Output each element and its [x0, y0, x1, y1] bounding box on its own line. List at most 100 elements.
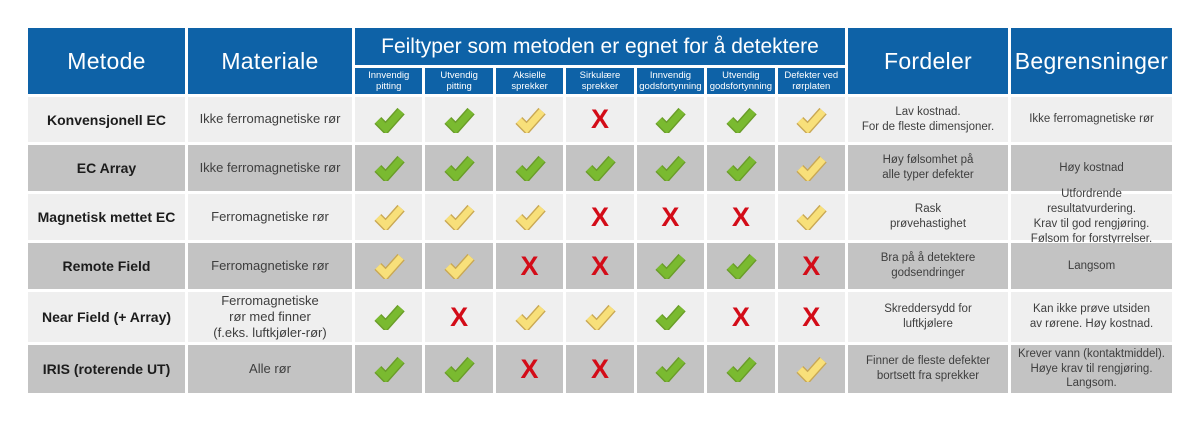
limitations-cell: Kan ikke prøve utsiden av rørene. Høy ko…	[1011, 292, 1172, 342]
yellow-check-icon	[514, 107, 546, 133]
subheader-utvendig-pitting: Utvendig pitting	[425, 68, 493, 94]
mark-cell-green-check	[707, 243, 775, 289]
green-check-icon	[444, 356, 475, 382]
mark-cell-green-check	[425, 97, 493, 142]
material-cell: Ikke ferromagnetiske rør	[188, 97, 352, 142]
mark-cell-yellow-check	[425, 194, 493, 240]
mark-cell-yellow-check	[777, 145, 845, 191]
mark-cell-red-cross: X	[566, 194, 634, 240]
material-cell: Ferromagnetiske rør	[188, 243, 352, 289]
advantages-cell: Skreddersydd for luftkjølere	[848, 292, 1008, 342]
mark-cell-yellow-check	[355, 243, 423, 289]
method-cell: EC Array	[28, 145, 185, 191]
mark-cell-red-cross: X	[566, 243, 634, 289]
yellow-check-icon	[796, 356, 827, 382]
green-check-icon	[655, 253, 687, 279]
mark-cell-yellow-check	[566, 292, 634, 342]
red-cross-icon: X	[590, 104, 609, 134]
green-check-icon	[444, 107, 475, 133]
red-cross-icon: X	[590, 250, 609, 281]
green-check-icon	[374, 107, 405, 133]
yellow-check-icon	[514, 304, 546, 330]
subheader-innvendig-godsfortynning: Innvendig godsfortynning	[636, 68, 705, 94]
red-cross-icon: X	[661, 201, 680, 232]
subheader-utvendig-godsfortynning: Utvendig godsfortynning	[707, 68, 775, 94]
mark-cell-red-cross: X	[566, 345, 634, 393]
mark-cell-green-check	[636, 97, 705, 142]
mark-cell-green-check	[355, 345, 423, 393]
limitations-cell: Krever vann (kontaktmiddel). Høye krav t…	[1011, 345, 1172, 393]
mark-cell-yellow-check	[495, 194, 564, 240]
yellow-check-icon	[444, 253, 475, 279]
green-check-icon	[374, 356, 405, 382]
method-cell: Near Field (+ Array)	[28, 292, 185, 342]
subheader-innvendig-pitting: Innvendig pitting	[355, 68, 423, 94]
advantages-cell: Bra på å detektere godsendringer	[848, 243, 1008, 289]
mark-cell-green-check	[707, 97, 775, 142]
method-cell: IRIS (roterende UT)	[28, 345, 185, 393]
yellow-check-icon	[796, 107, 827, 133]
mark-cell-red-cross: X	[707, 292, 775, 342]
red-cross-icon: X	[802, 250, 821, 281]
material-cell: Ikke ferromagnetiske rør	[188, 145, 352, 191]
subheader-aksielle-sprekker: Aksielle sprekker	[495, 68, 564, 94]
red-cross-icon: X	[731, 201, 750, 232]
green-check-icon	[655, 356, 687, 382]
mark-cell-red-cross: X	[566, 97, 634, 142]
limitations-cell: Ikke ferromagnetiske rør	[1011, 97, 1172, 142]
yellow-check-icon	[444, 204, 475, 230]
advantages-cell: Høy følsomhet på alle typer defekter	[848, 145, 1008, 191]
mark-cell-green-check	[355, 292, 423, 342]
green-check-icon	[374, 155, 405, 181]
limitations-cell: Langsom	[1011, 243, 1172, 289]
mark-cell-green-check	[707, 345, 775, 393]
mark-cell-red-cross: X	[425, 292, 493, 342]
red-cross-icon: X	[520, 353, 539, 384]
mark-cell-yellow-check	[777, 345, 845, 393]
yellow-check-icon	[796, 155, 827, 181]
green-check-icon	[585, 155, 616, 181]
material-cell: Ferromagnetiske rør med finner (f.eks. l…	[188, 292, 352, 342]
mark-cell-green-check	[636, 145, 705, 191]
mark-cell-red-cross: X	[495, 345, 564, 393]
green-check-icon	[726, 155, 757, 181]
mark-cell-green-check	[566, 145, 634, 191]
red-cross-icon: X	[450, 301, 469, 332]
mark-cell-yellow-check	[777, 194, 845, 240]
green-check-icon	[655, 155, 687, 181]
mark-cell-yellow-check	[495, 292, 564, 342]
yellow-check-icon	[514, 204, 546, 230]
header-metode: Metode	[28, 28, 185, 94]
method-cell: Konvensjonell EC	[28, 97, 185, 142]
yellow-check-icon	[374, 253, 405, 279]
subheader-defekter-ved-rorplaten: Defekter ved rørplaten	[777, 68, 845, 94]
yellow-check-icon	[796, 204, 827, 230]
mark-cell-red-cross: X	[636, 194, 705, 240]
subheader-sirkulaere-sprekker: Sirkulære sprekker	[566, 68, 634, 94]
table-grid: Metode Materiale Feiltyper som metoden e…	[28, 28, 1172, 393]
mark-cell-green-check	[495, 145, 564, 191]
header-materiale: Materiale	[188, 28, 352, 94]
yellow-check-icon	[374, 204, 405, 230]
red-cross-icon: X	[520, 250, 539, 281]
limitations-cell: Høy kostnad	[1011, 145, 1172, 191]
mark-cell-green-check	[636, 292, 705, 342]
mark-cell-green-check	[355, 97, 423, 142]
mark-cell-red-cross: X	[707, 194, 775, 240]
material-cell: Alle rør	[188, 345, 352, 393]
green-check-icon	[655, 304, 687, 330]
yellow-check-icon	[585, 304, 616, 330]
material-cell: Ferromagnetiske rør	[188, 194, 352, 240]
green-check-icon	[726, 253, 757, 279]
advantages-cell: Lav kostnad. For de fleste dimensjoner.	[848, 97, 1008, 142]
green-check-icon	[514, 155, 546, 181]
advantages-cell: Finner de fleste defekter bortsett fra s…	[848, 345, 1008, 393]
red-cross-icon: X	[590, 353, 609, 384]
advantages-cell: Rask prøvehastighet	[848, 194, 1008, 240]
header-begrensninger: Begrensninger	[1011, 28, 1172, 94]
limitations-cell: Utfordrende resultatvurdering. Krav til …	[1011, 188, 1172, 245]
mark-cell-red-cross: X	[495, 243, 564, 289]
mark-cell-green-check	[636, 243, 705, 289]
mark-cell-yellow-check	[777, 97, 845, 142]
mark-cell-red-cross: X	[777, 243, 845, 289]
